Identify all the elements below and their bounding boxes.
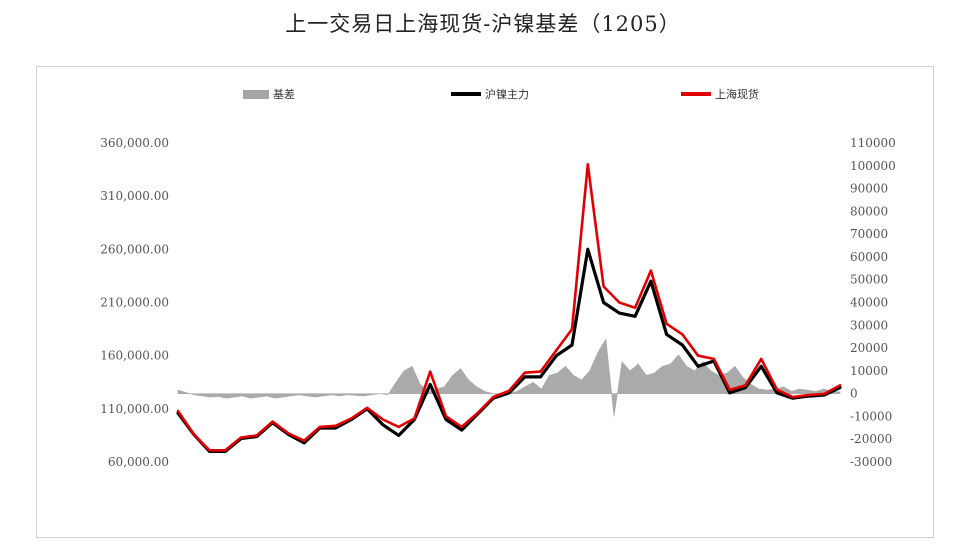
legend-swatch-shanghai-spot [681,92,711,96]
left-axis-tick-label: 110,000.00 [100,402,169,416]
right-axis-tick-label: 90000 [850,182,888,196]
legend-item-basis[interactable]: 基差 [243,86,295,102]
legend-label-nickel-main: 沪镍主力 [485,88,529,101]
left-axis-tick-label: 360,000.00 [100,136,169,150]
chart-frame [36,66,934,538]
left-axis-tick-label: 160,000.00 [100,349,169,363]
legend-label-basis: 基差 [273,88,295,101]
right-axis-tick-label: -20000 [850,432,892,446]
legend-swatch-basis [243,89,269,99]
right-axis-tick-label: 80000 [850,204,888,218]
right-axis-tick-label: 50000 [850,273,888,287]
right-axis-tick-label: -10000 [850,409,892,423]
right-axis-tick-label: 30000 [850,318,888,332]
legend-swatch-nickel-main [451,92,481,96]
right-axis-tick-label: 0 [850,387,858,401]
left-axis-tick-label: 210,000.00 [100,296,169,310]
right-axis-tick-label: 70000 [850,227,888,241]
right-axis-tick-label: 60000 [850,250,888,264]
left-axis-tick-label: 60,000.00 [108,455,169,469]
series-shanghai-spot-line [176,163,842,452]
right-axis-tick-label: 100000 [850,159,896,173]
chart-title: 上一交易日上海现货-沪镍基差（1205） [285,12,681,36]
right-axis-tick-label: 10000 [850,364,888,378]
legend-label-shanghai-spot: 上海现货 [715,88,759,101]
right-axis-tick-label: 40000 [850,296,888,310]
left-axis-tick-label: 260,000.00 [100,242,169,256]
left-axis-tick-label: 310,000.00 [100,189,169,203]
legend-item-shanghai-spot[interactable]: 上海现货 [681,86,759,102]
legend-item-nickel-main[interactable]: 沪镍主力 [451,86,529,102]
right-axis-tick-label: 20000 [850,341,888,355]
series-basis-area [177,338,841,417]
series-nickel-main-line [176,247,842,453]
right-axis-tick-label: 110000 [850,136,896,150]
right-axis-tick-label: -30000 [850,455,892,469]
